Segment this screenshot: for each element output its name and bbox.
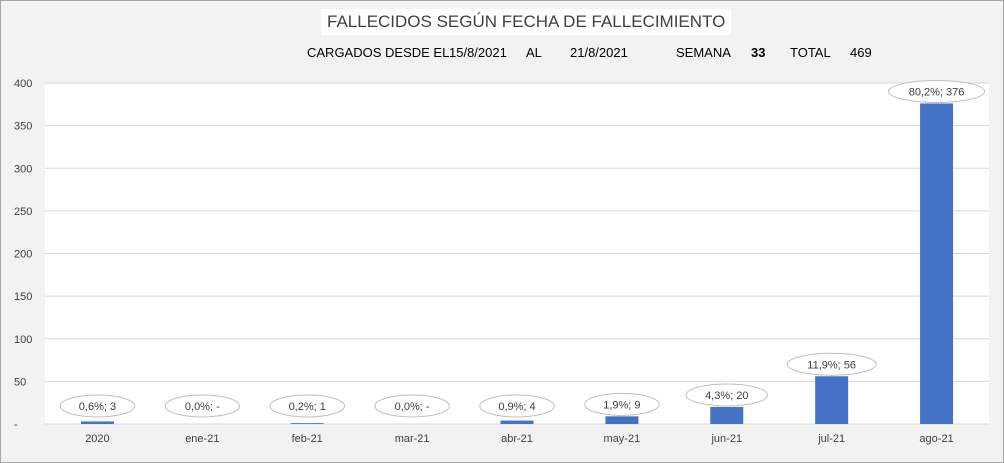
date-to: 21/8/2021 xyxy=(570,45,628,60)
week-value: 33 xyxy=(751,45,766,60)
data-label-bubble xyxy=(786,352,877,376)
bar xyxy=(500,420,534,424)
y-tick-label: 150 xyxy=(14,291,32,303)
bar xyxy=(815,376,849,424)
date-from: 15/8/2021 xyxy=(449,45,507,60)
y-tick-label: 400 xyxy=(14,78,32,90)
data-label: 0,0%; - xyxy=(185,401,220,413)
x-tick-label: may-21 xyxy=(604,433,641,445)
x-tick-label: 2020 xyxy=(85,433,109,445)
chart-title: FALLECIDOS SEGÚN FECHA DE FALLECIMIENTO xyxy=(321,9,732,35)
data-label-bubble xyxy=(685,383,769,407)
x-tick-label: mar-21 xyxy=(395,433,430,445)
data-label: 4,3%; 20 xyxy=(705,390,748,402)
week-label: SEMANA xyxy=(676,45,731,60)
bar xyxy=(605,416,639,424)
x-tick-label: ago-21 xyxy=(919,433,953,445)
loaded-label: CARGADOS DESDE EL xyxy=(307,45,450,60)
data-label: 0,9%; 4 xyxy=(498,401,535,413)
y-tick-label: 300 xyxy=(14,163,32,175)
data-label: 0,6%; 3 xyxy=(79,401,116,413)
y-tick-label: - xyxy=(14,419,18,431)
data-label-bubble xyxy=(269,394,345,418)
total-value: 469 xyxy=(850,45,872,60)
data-label-bubble xyxy=(479,394,555,418)
total-label: TOTAL xyxy=(790,45,831,60)
y-tick-label: 50 xyxy=(14,376,26,388)
data-label: 11,9%; 56 xyxy=(807,359,856,371)
bar xyxy=(920,103,954,425)
data-label-bubble xyxy=(59,394,136,418)
al-label: AL xyxy=(526,45,542,60)
data-label: 0,0%; - xyxy=(395,401,430,413)
bar xyxy=(80,421,114,424)
data-label-bubble xyxy=(584,392,660,416)
bar xyxy=(290,423,324,424)
x-tick-label: ene-21 xyxy=(185,433,219,445)
data-label-bubble xyxy=(374,394,450,418)
y-tick-label: 200 xyxy=(14,249,32,261)
data-label: 0,2%; 1 xyxy=(289,401,326,413)
data-label: 1,9%; 9 xyxy=(603,399,640,411)
y-tick-label: 100 xyxy=(14,334,32,346)
x-tick-label: jun-21 xyxy=(710,433,742,445)
x-tick-label: feb-21 xyxy=(292,433,323,445)
bar xyxy=(710,406,744,424)
y-tick-label: 250 xyxy=(14,206,32,218)
x-tick-label: abr-21 xyxy=(501,433,533,445)
x-tick-label: jul-21 xyxy=(817,433,845,445)
data-label: 80,2%; 376 xyxy=(909,86,965,98)
data-label-bubble xyxy=(164,394,241,418)
y-tick-label: 350 xyxy=(14,121,32,133)
data-label-bubble xyxy=(888,79,986,103)
